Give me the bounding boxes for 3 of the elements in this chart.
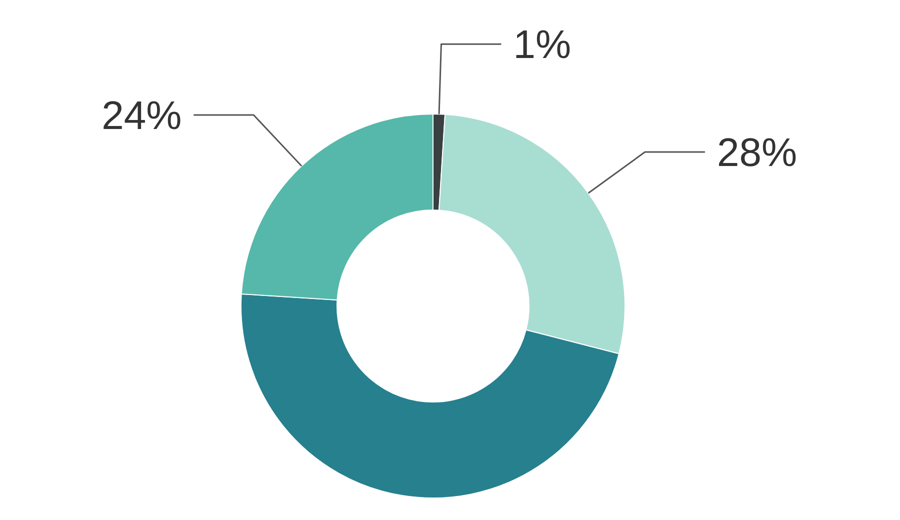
data-label: 1% <box>513 23 572 68</box>
data-label: 28% <box>716 131 798 175</box>
data-label: 24% <box>102 94 182 138</box>
